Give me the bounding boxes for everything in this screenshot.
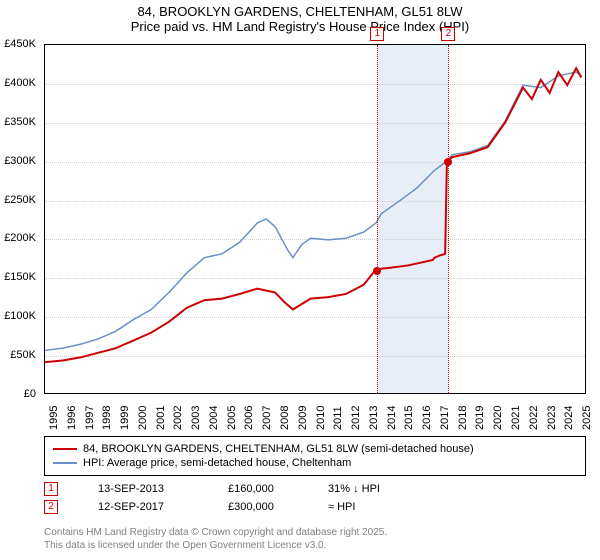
x-tick-label: 2006 [243, 406, 255, 430]
transaction-price: £300,000 [228, 501, 328, 513]
x-tick-label: 2011 [332, 406, 344, 430]
x-tick-label: 2003 [190, 406, 202, 430]
x-tick-label: 2024 [563, 406, 575, 430]
x-tick-label: 1995 [48, 406, 60, 430]
legend-swatch [53, 462, 77, 464]
chart-svg [45, 45, 585, 393]
x-axis-labels: 1995 1996 1997 1998 1999 2000 2001 2002 2003 2004… [44, 396, 586, 436]
x-tick-label: 2017 [439, 406, 451, 430]
transaction-row: 2 12-SEP-2017£300,000≈ HPI [44, 500, 586, 514]
transaction-price: £160,000 [228, 483, 328, 495]
title-block: 84, BROOKLYN GARDENS, CHELTENHAM, GL51 8… [0, 0, 600, 34]
plot-area: 12 [44, 44, 586, 394]
x-tick-label: 2015 [403, 406, 415, 430]
transaction-num-box: 1 [44, 482, 58, 496]
x-tick-label: 2022 [528, 406, 540, 430]
transaction-row: 1 13-SEP-2013£160,00031% ↓ HPI [44, 482, 586, 496]
data-point-marker [444, 158, 452, 166]
y-tick-label: £50K [10, 349, 36, 361]
legend-label: HPI: Average price, semi-detached house,… [83, 457, 351, 469]
x-tick-label: 2009 [297, 406, 309, 430]
x-tick-label: 2016 [421, 406, 433, 430]
legend-item: 84, BROOKLYN GARDENS, CHELTENHAM, GL51 8… [53, 443, 577, 455]
footer-license: This data is licensed under the Open Gov… [44, 539, 586, 552]
x-tick-label: 2019 [474, 406, 486, 430]
x-tick-label: 2014 [386, 406, 398, 430]
x-tick-label: 2005 [226, 406, 238, 430]
x-tick-label: 2023 [546, 406, 558, 430]
y-tick-label: £150K [4, 271, 36, 283]
x-tick-label: 2021 [510, 406, 522, 430]
marker-label-box: 2 [441, 27, 455, 41]
y-axis-labels: £0£50K£100K£150K£200K£250K£300K£350K£400… [0, 44, 40, 394]
transaction-num-box: 2 [44, 500, 58, 514]
x-tick-label: 2000 [137, 406, 149, 430]
x-tick-label: 2008 [279, 406, 291, 430]
footer-copyright: Contains HM Land Registry data © Crown c… [44, 526, 586, 539]
marker-line [377, 45, 378, 393]
series-line-hpi [45, 72, 581, 350]
y-tick-label: £0 [24, 388, 36, 400]
x-tick-label: 1999 [119, 406, 131, 430]
y-tick-label: £250K [4, 194, 36, 206]
x-tick-label: 2010 [315, 406, 327, 430]
x-tick-label: 2020 [492, 406, 504, 430]
title-subtitle: Price paid vs. HM Land Registry's House … [0, 19, 600, 34]
x-tick-label: 1997 [84, 406, 96, 430]
y-tick-label: £100K [4, 310, 36, 322]
title-address: 84, BROOKLYN GARDENS, CHELTENHAM, GL51 8… [0, 4, 600, 19]
series-line-price_paid [45, 68, 581, 362]
footer: Contains HM Land Registry data © Crown c… [44, 526, 586, 552]
legend-item: HPI: Average price, semi-detached house,… [53, 457, 577, 469]
x-tick-label: 2002 [172, 406, 184, 430]
y-tick-label: £350K [4, 116, 36, 128]
y-tick-label: £450K [4, 38, 36, 50]
chart-container: 84, BROOKLYN GARDENS, CHELTENHAM, GL51 8… [0, 0, 600, 560]
x-tick-label: 2025 [581, 406, 593, 430]
x-tick-label: 2004 [208, 406, 220, 430]
x-tick-label: 2001 [155, 406, 167, 430]
y-tick-label: £400K [4, 77, 36, 89]
x-tick-label: 2013 [368, 406, 380, 430]
legend-box: 84, BROOKLYN GARDENS, CHELTENHAM, GL51 8… [44, 436, 586, 476]
transaction-vs-hpi: 31% ↓ HPI [328, 483, 438, 495]
transaction-date: 13-SEP-2013 [98, 483, 228, 495]
marker-label-box: 1 [370, 27, 384, 41]
transaction-vs-hpi: ≈ HPI [328, 501, 438, 513]
data-point-marker [373, 267, 381, 275]
x-tick-label: 1998 [101, 406, 113, 430]
x-tick-label: 1996 [66, 406, 78, 430]
x-tick-label: 2012 [350, 406, 362, 430]
legend-swatch [53, 448, 77, 450]
y-tick-label: £300K [4, 155, 36, 167]
legend-label: 84, BROOKLYN GARDENS, CHELTENHAM, GL51 8… [83, 443, 474, 455]
transaction-date: 12-SEP-2017 [98, 501, 228, 513]
y-tick-label: £200K [4, 232, 36, 244]
x-tick-label: 2007 [261, 406, 273, 430]
x-tick-label: 2018 [457, 406, 469, 430]
transactions-table: 1 13-SEP-2013£160,00031% ↓ HPI 2 12-SEP-201… [44, 478, 586, 518]
marker-line [448, 45, 449, 393]
